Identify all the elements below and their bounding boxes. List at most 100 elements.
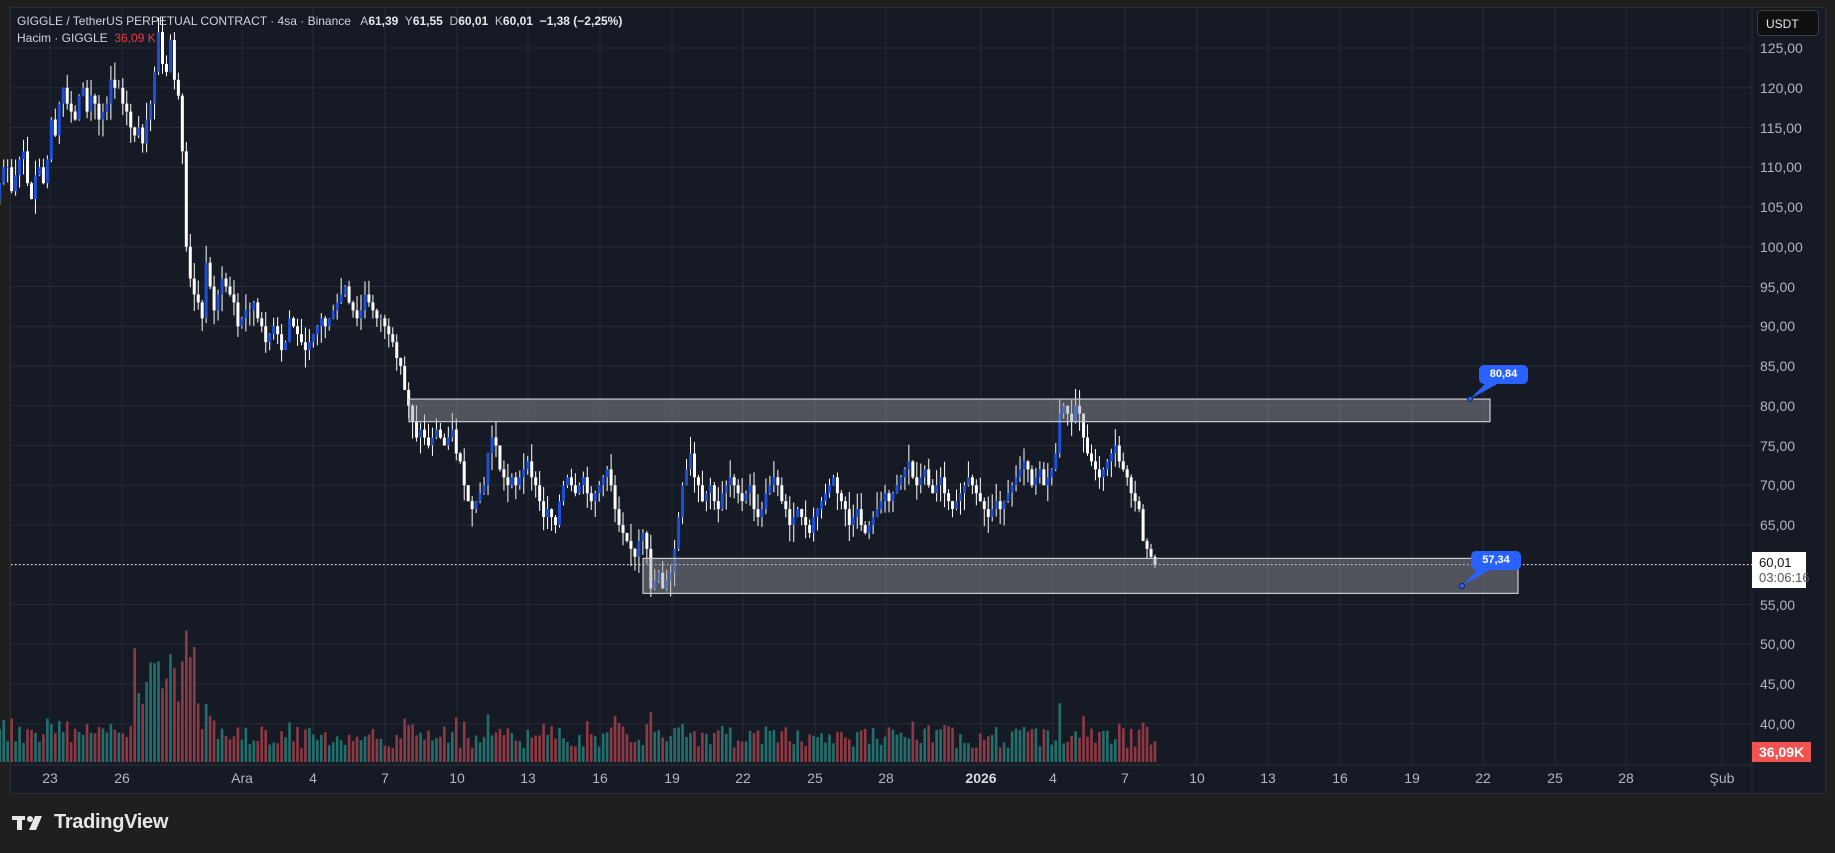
volume-bar	[982, 739, 986, 762]
candle-body	[292, 318, 296, 327]
volume-bar	[756, 730, 760, 762]
volume-bar	[200, 729, 204, 762]
support-zone	[642, 557, 1519, 594]
volume-bar	[482, 737, 486, 762]
volume-bar	[875, 738, 879, 762]
candle-body	[252, 302, 256, 311]
candle-body	[669, 572, 673, 581]
candle-body	[1105, 461, 1109, 470]
volume-bar	[26, 729, 29, 762]
brand-name: TradingView	[54, 811, 169, 833]
volume-bar	[911, 721, 915, 762]
candle-body	[1093, 461, 1097, 470]
volume-bar	[423, 739, 426, 762]
volume-bar	[1129, 728, 1133, 762]
candle-body	[204, 262, 208, 319]
tradingview-logo[interactable]: TradingView	[12, 811, 168, 834]
candle-body	[605, 469, 609, 478]
candle-body	[303, 342, 307, 351]
candle-body	[383, 318, 387, 327]
volume-bar	[867, 743, 871, 762]
candle-body	[1026, 461, 1030, 470]
price-tick: 50,00	[1760, 636, 1796, 653]
resistance-price-callout[interactable]: 80,84	[1479, 365, 1528, 384]
candle-body	[712, 485, 716, 502]
volume-bar	[113, 729, 117, 762]
callout-pointer	[1462, 568, 1493, 586]
date-tick: 16	[1332, 770, 1348, 786]
candle-body	[939, 477, 943, 486]
date-tick: 4	[1049, 770, 1057, 786]
volume-bar	[1030, 729, 1034, 762]
volume-bar	[522, 747, 526, 762]
volume-bar	[133, 648, 137, 762]
volume-bar	[1070, 735, 1073, 762]
candle-body	[518, 477, 522, 486]
volume-bar	[478, 742, 482, 762]
candle-body	[1117, 445, 1121, 462]
volume-bar	[851, 746, 855, 762]
date-tick: 16	[592, 770, 608, 786]
volume-bar	[772, 729, 776, 762]
candle-body	[490, 437, 494, 454]
volume-bar	[693, 731, 696, 762]
low-value: 60,01	[458, 14, 489, 28]
candle-body	[641, 532, 645, 541]
volume-bar	[701, 732, 704, 762]
volume-bar	[137, 692, 140, 762]
volume-bar	[232, 736, 236, 762]
candle-body	[581, 477, 585, 486]
low-label: D	[449, 14, 459, 28]
current-price-label: 60,01 03:06:16	[1752, 552, 1810, 588]
volume-bar	[744, 741, 748, 762]
price-tick: 85,00	[1760, 358, 1796, 374]
candle-body	[637, 540, 641, 557]
volume-bar	[720, 725, 724, 762]
date-tick: 7	[381, 770, 389, 786]
candle-body	[22, 151, 26, 160]
symbol-name[interactable]: GIGGLE / TetherUS PERPETUAL CONTRACT	[17, 14, 267, 28]
candle-body	[974, 485, 978, 494]
volume-bar	[554, 738, 557, 762]
volume-bar	[228, 739, 232, 762]
bar-countdown: 03:06:16	[1759, 570, 1810, 585]
candle-body	[434, 429, 438, 438]
candle-body	[157, 32, 161, 72]
volume-bar	[415, 735, 418, 762]
volume-bar	[1137, 729, 1141, 762]
volume-bar	[212, 720, 216, 762]
volume-bar	[931, 742, 934, 762]
volume-bar	[494, 732, 498, 762]
volume-bar	[395, 734, 399, 762]
candle-body	[899, 477, 903, 486]
candle-body	[1101, 469, 1105, 478]
volume-bar	[967, 743, 970, 762]
volume-bar	[649, 712, 653, 762]
volume-bar	[899, 732, 903, 762]
volume-bar	[1074, 731, 1077, 762]
volume-bar	[1082, 715, 1085, 762]
candle-body	[288, 318, 292, 343]
volume-bar	[208, 715, 212, 762]
volume-bar	[542, 723, 545, 762]
candle-body	[601, 477, 605, 486]
volume-bar	[752, 733, 756, 762]
volume-bar	[597, 746, 601, 762]
candle-body	[129, 111, 133, 128]
currency-button[interactable]: USDT	[1757, 10, 1819, 36]
volume-label[interactable]: Hacim · GIGGLE	[17, 31, 108, 45]
volume-bar	[740, 741, 744, 762]
candle-body	[550, 509, 554, 518]
volume-bar	[891, 729, 895, 762]
candle-body	[81, 87, 85, 96]
candle-body	[371, 302, 375, 311]
support-price-callout[interactable]: 57,34	[1471, 551, 1521, 570]
candle-body	[57, 103, 61, 136]
candle-body	[176, 79, 180, 96]
candle-body	[546, 509, 550, 518]
exchange: Binance	[307, 14, 351, 28]
candle-body	[375, 310, 379, 319]
date-tick: 7	[1121, 770, 1129, 786]
price-tick: 65,00	[1760, 517, 1796, 533]
